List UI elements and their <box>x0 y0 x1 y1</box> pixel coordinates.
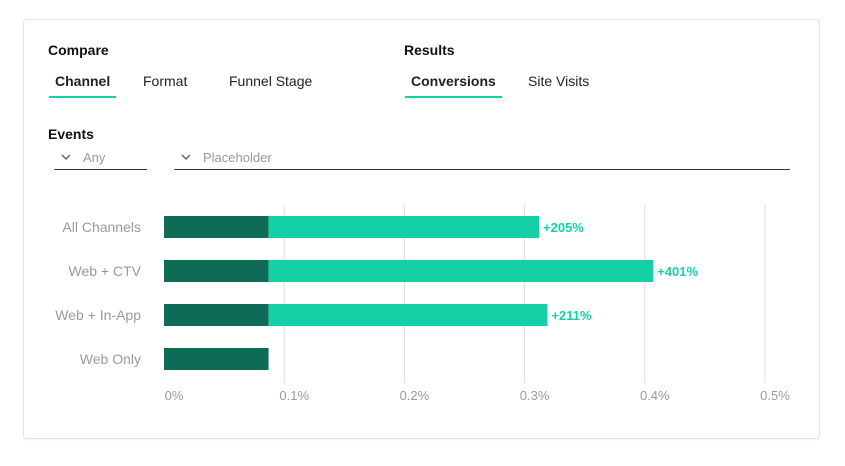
bar-baseline <box>164 216 269 238</box>
bar-lift-label: +205% <box>543 220 584 235</box>
chevron-down-icon <box>181 154 191 161</box>
category-label: Web + In-App <box>55 307 141 323</box>
x-tick-label: 0.5% <box>760 388 790 403</box>
tab-conversions[interactable]: Conversions <box>405 70 502 98</box>
tab-channel[interactable]: Channel <box>49 70 117 98</box>
events-any-value: Any <box>83 150 106 165</box>
compare-title: Compare <box>48 42 109 58</box>
x-tick-label: 0.2% <box>400 388 430 403</box>
bar-lift-label: +211% <box>551 308 592 323</box>
chevron-down-icon <box>61 154 71 161</box>
x-tick-label: 0.1% <box>279 388 309 403</box>
tab-site-visits[interactable]: Site Visits <box>528 73 590 89</box>
category-label: All Channels <box>62 219 141 235</box>
comparison-card: Compare Channel Format Funnel Stage Resu… <box>23 19 820 439</box>
x-tick-label: 0% <box>165 388 184 403</box>
x-tick-label: 0.4% <box>640 388 670 403</box>
events-placeholder-select[interactable]: Placeholder <box>174 148 790 170</box>
events-any-select[interactable]: Any <box>54 148 147 170</box>
category-label: Web Only <box>80 351 141 367</box>
events-title: Events <box>48 126 94 142</box>
bar-increment <box>268 216 540 238</box>
bar-baseline <box>164 348 269 370</box>
tab-format[interactable]: Format <box>143 73 188 89</box>
bar-increment <box>268 260 654 282</box>
tab-funnel-stage[interactable]: Funnel Stage <box>229 73 313 89</box>
bar-baseline <box>164 260 269 282</box>
x-tick-label: 0.3% <box>520 388 550 403</box>
results-title: Results <box>404 42 455 58</box>
bar-baseline <box>164 304 269 326</box>
category-label: Web + CTV <box>69 263 142 279</box>
bar-lift-label: +401% <box>657 264 698 279</box>
bar-increment <box>268 304 548 326</box>
events-placeholder-text: Placeholder <box>203 150 272 165</box>
